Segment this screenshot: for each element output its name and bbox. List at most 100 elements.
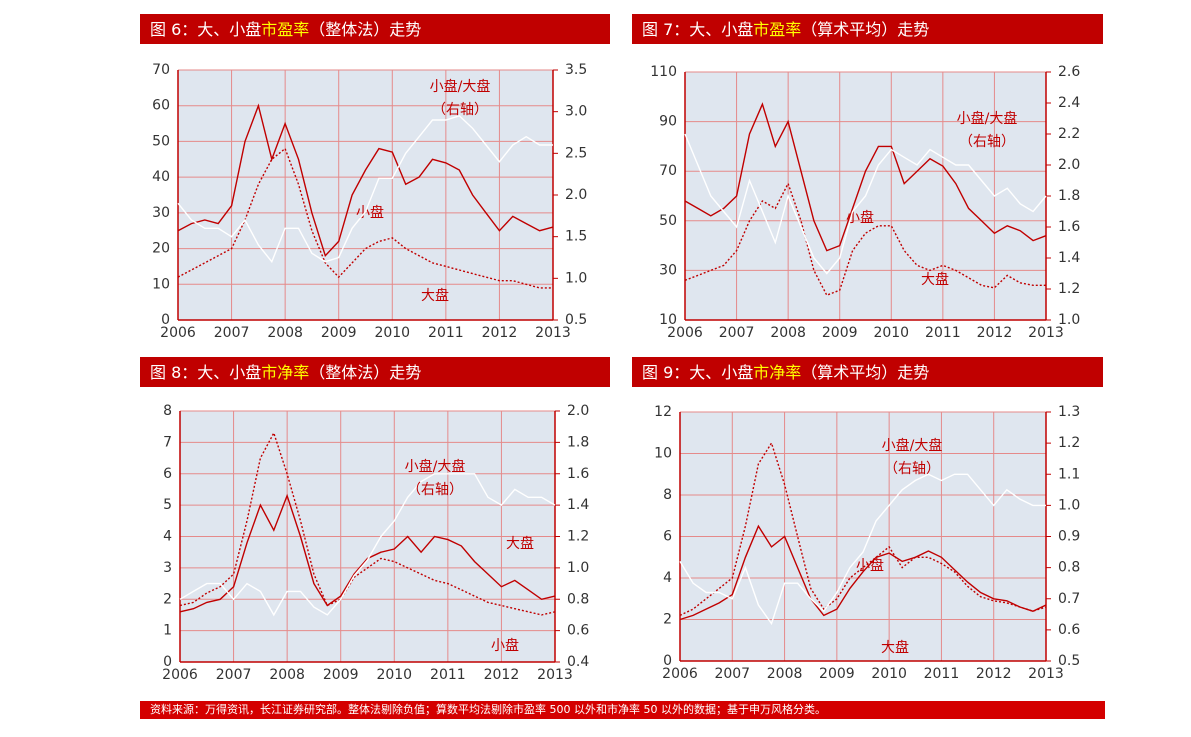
y-tick-label: 5	[163, 497, 172, 513]
y2-tick-label: 1.0	[567, 560, 589, 576]
y-tick-label: 8	[163, 403, 172, 419]
y-tick-label: 3	[163, 560, 172, 576]
title-part: 图 7：大、小盘	[642, 20, 753, 39]
title-part: （整体法）走势	[309, 363, 421, 382]
x-tick-label: 2006	[667, 325, 703, 341]
y2-tick-label: 0.6	[567, 623, 589, 639]
x-tick-label: 2010	[871, 666, 907, 682]
series-line	[679, 524, 1047, 621]
y2-tick-label: 1.6	[1058, 219, 1080, 235]
x-tick-label: 2013	[537, 667, 573, 683]
series-label: 小盘	[846, 209, 874, 226]
series-line	[179, 473, 556, 617]
x-tick-label: 2006	[162, 667, 198, 683]
title-bar	[632, 357, 1103, 387]
x-tick-label: 2009	[321, 325, 357, 341]
y2-tick-label: 2.0	[1058, 157, 1080, 173]
chart-title: 图 9：大、小盘市净率（算术平均）走势	[642, 363, 929, 382]
y2-tick-label: 1.3	[1058, 404, 1080, 420]
y2-tick-label: 1.5	[565, 229, 587, 245]
y-tick-label: 30	[152, 205, 170, 221]
y2-tick-label: 1.1	[1058, 466, 1080, 482]
title-part: 市净率	[753, 363, 801, 382]
y2-tick-label: 1.2	[567, 529, 589, 545]
y-tick-label: 6	[163, 466, 172, 482]
x-tick-label: 2012	[484, 667, 520, 683]
y-tick-label: 4	[663, 570, 672, 586]
x-tick-label: 2006	[160, 325, 196, 341]
chart-panel: 图 9：大、小盘市净率（算术平均）走势 0 2 4 6 8 10 12 0.5 0.6 0.7 0.8…	[632, 357, 1103, 682]
y-tick-label: 12	[654, 404, 672, 420]
y-tick-label: 2	[163, 591, 172, 607]
y2-tick-label: 0.9	[1058, 529, 1080, 545]
y-tick-label: 7	[163, 434, 172, 450]
y2-tick-label: 1.0	[1058, 312, 1080, 328]
y2-tick-label: 1.8	[1058, 188, 1080, 204]
axis-note: （右轴）	[407, 482, 463, 498]
y2-tick-label: 3.0	[565, 104, 587, 120]
title-part: 市盈率	[261, 20, 309, 39]
y-tick-label: 90	[659, 114, 677, 130]
y2-tick-label: 0.5	[565, 312, 587, 328]
x-tick-label: 2010	[376, 667, 412, 683]
axis-note: （右轴）	[884, 461, 940, 477]
x-tick-label: 2008	[767, 666, 803, 682]
axis-note: （右轴）	[959, 134, 1015, 150]
series-label: 大盘	[921, 271, 949, 288]
x-tick-label: 2012	[976, 666, 1012, 682]
y-tick-label: 0	[663, 653, 672, 669]
x-tick-label: 2010	[873, 325, 909, 341]
y-tick-label: 2	[663, 612, 672, 628]
y2-tick-label: 1.2	[1058, 435, 1080, 451]
y-tick-label: 40	[152, 169, 170, 185]
x-tick-label: 2007	[719, 325, 755, 341]
title-part: （整体法）走势	[309, 20, 421, 39]
axis-note: （右轴）	[432, 102, 488, 118]
y-tick-label: 30	[659, 262, 677, 278]
series-label: 小盘/大盘	[957, 110, 1018, 127]
x-tick-label: 2012	[482, 325, 518, 341]
y-tick-label: 10	[654, 446, 672, 462]
x-tick-label: 2006	[662, 666, 698, 682]
series-label: 小盘	[356, 204, 384, 221]
title-part: 图 9：大、小盘	[642, 363, 753, 382]
y2-tick-label: 0.7	[1058, 591, 1080, 607]
source-note: 资料来源：万得资讯，长江证券研究部。整体法剔除负值；算数平均法剔除市盈率 500…	[150, 702, 826, 716]
y2-tick-label: 1.0	[565, 270, 587, 286]
y-tick-label: 50	[659, 213, 677, 229]
y-tick-label: 10	[152, 276, 170, 292]
series-label: 大盘	[881, 639, 909, 656]
x-tick-label: 2011	[430, 667, 466, 683]
y2-tick-label: 0.6	[1058, 622, 1080, 638]
y2-tick-label: 1.6	[567, 466, 589, 482]
y2-tick-label: 2.6	[1058, 64, 1080, 80]
series-line	[679, 473, 1046, 626]
x-tick-label: 2011	[924, 666, 960, 682]
y-tick-label: 10	[659, 312, 677, 328]
y2-tick-label: 1.4	[1058, 250, 1080, 266]
x-tick-label: 2011	[925, 325, 961, 341]
y2-tick-label: 0.8	[1058, 560, 1080, 576]
series-line	[684, 102, 1047, 252]
x-tick-label: 2008	[770, 325, 806, 341]
x-tick-label: 2009	[822, 325, 858, 341]
title-part: （算术平均）走势	[801, 363, 929, 382]
y2-tick-label: 2.4	[1058, 95, 1080, 111]
y2-tick-label: 2.5	[565, 145, 587, 161]
y-tick-label: 1	[163, 623, 172, 639]
y2-tick-label: 0.8	[567, 591, 589, 607]
y2-tick-label: 0.4	[567, 654, 589, 670]
y2-tick-label: 2.0	[565, 187, 587, 203]
series-line	[177, 147, 553, 289]
y-tick-label: 50	[152, 133, 170, 149]
title-bar	[632, 14, 1103, 44]
x-tick-label: 2008	[267, 325, 303, 341]
series-label: 小盘	[856, 557, 884, 574]
y2-tick-label: 0.5	[1058, 653, 1080, 669]
y-tick-label: 110	[650, 64, 677, 80]
y2-tick-label: 2.0	[567, 403, 589, 419]
y2-tick-label: 1.8	[567, 434, 589, 450]
x-tick-label: 2007	[214, 325, 250, 341]
y2-tick-label: 3.5	[565, 62, 587, 78]
